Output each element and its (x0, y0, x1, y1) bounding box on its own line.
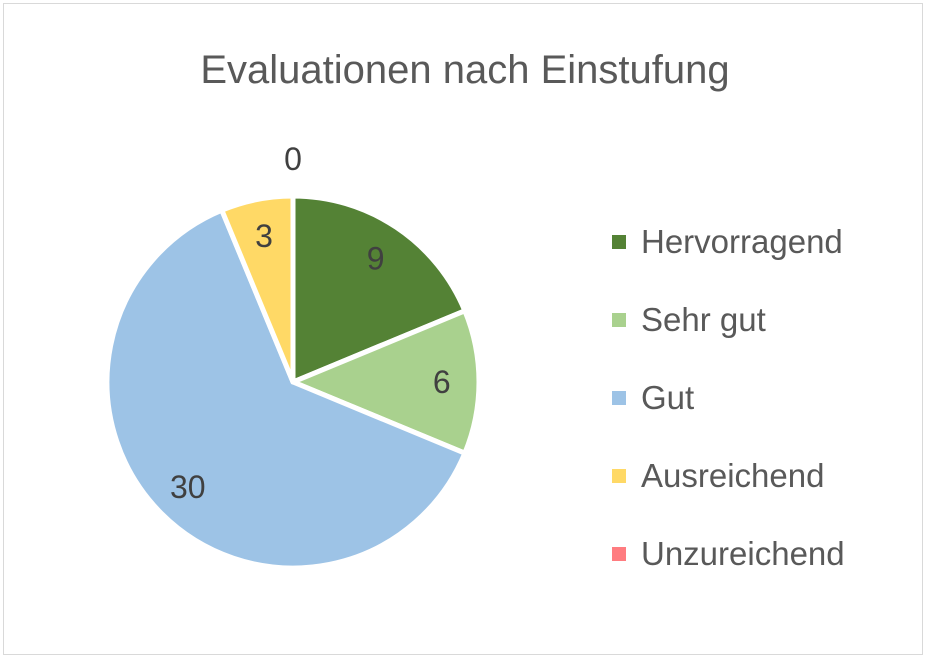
legend-swatch (612, 469, 626, 483)
data-label-gut: 30 (170, 469, 206, 505)
chart-title: Evaluationen nach Einstufung (200, 48, 730, 92)
legend-item-gut: Gut (612, 359, 845, 437)
legend-item-sehr-gut: Sehr gut (612, 281, 845, 359)
legend-swatch (612, 235, 626, 249)
pie-slice-sehr-gut (290, 308, 482, 456)
legend-swatch (612, 313, 626, 327)
data-label-hervorragend: 9 (367, 240, 385, 276)
pie-slice-gut (104, 207, 468, 571)
legend-item-ausreichend: Ausreichend (612, 437, 845, 515)
legend-swatch (612, 391, 626, 405)
legend: Hervorragend Sehr gut Gut Ausreichend Unzure… (612, 203, 845, 593)
legend-label: Ausreichend (641, 457, 825, 494)
legend-item-unzureichend: Unzureichend (612, 515, 845, 593)
legend-label: Sehr gut (641, 301, 766, 338)
pie-slice-hervorragend (290, 193, 468, 385)
legend-swatch (612, 547, 626, 561)
legend-label: Unzureichend (641, 535, 845, 572)
legend-label: Gut (641, 379, 695, 416)
data-label-unzureichend: 0 (284, 141, 302, 177)
legend-label: Hervorragend (641, 223, 843, 260)
data-label-ausreichend: 3 (255, 218, 273, 254)
data-label-sehr-gut: 6 (433, 364, 451, 400)
chart-frame (3, 3, 923, 655)
legend-item-hervorragend: Hervorragend (612, 203, 845, 281)
pie-slice-ausreichend (219, 193, 296, 385)
